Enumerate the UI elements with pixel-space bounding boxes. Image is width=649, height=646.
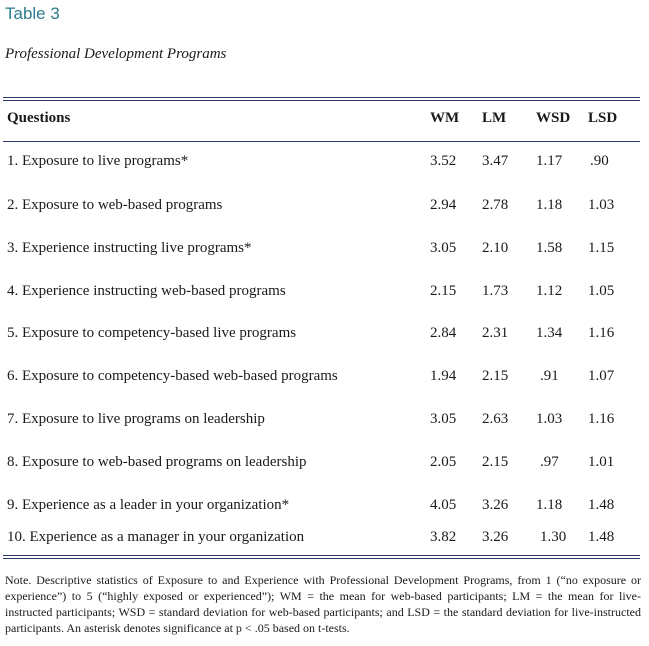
- table-row: 7. Exposure to live programs on leadersh…: [0, 411, 649, 433]
- lsd-cell: 1.16: [588, 411, 615, 427]
- wm-cell: 2.84: [430, 325, 457, 341]
- question-cell: 9. Experience as a leader in your organi…: [7, 497, 290, 513]
- lsd-cell: 1.05: [588, 283, 615, 299]
- wsd-cell: 1.12: [536, 283, 563, 299]
- table-label: Table 3: [5, 4, 60, 23]
- question-cell: 4. Experience instructing web-based prog…: [7, 283, 286, 299]
- wsd-cell: 1.18: [536, 197, 563, 213]
- table-row: 10. Experience as a manager in your orga…: [0, 529, 649, 551]
- bottom-rule: [3, 555, 640, 559]
- wsd-cell: 1.03: [536, 411, 563, 427]
- table-row: 9. Experience as a leader in your organi…: [0, 497, 649, 519]
- lm-cell: 2.31: [482, 325, 509, 341]
- lm-cell: 3.26: [482, 529, 509, 545]
- wm-cell: 2.05: [430, 454, 457, 470]
- lm-cell: 2.10: [482, 240, 509, 256]
- table-row: 3. Experience instructing live programs*…: [0, 240, 649, 262]
- wsd-cell: 1.18: [536, 497, 563, 513]
- question-cell: 5. Exposure to competency-based live pro…: [7, 325, 297, 341]
- wsd-cell: .91: [540, 368, 559, 384]
- lm-cell: 2.63: [482, 411, 509, 427]
- wsd-cell: 1.58: [536, 240, 563, 256]
- table-row: 1. Exposure to live programs* 3.52 3.47 …: [0, 153, 649, 175]
- wsd-cell: 1.30: [540, 529, 567, 545]
- header-lm: LM: [482, 110, 507, 126]
- header-wsd: WSD: [536, 110, 571, 126]
- table-note: Note. Descriptive statistics of Exposure…: [5, 573, 641, 635]
- table-header: Questions WM LM WSD LSD: [0, 110, 649, 132]
- wm-cell: 4.05: [430, 497, 457, 513]
- lm-cell: 3.47: [482, 153, 509, 169]
- wsd-cell: 1.17: [536, 153, 563, 169]
- wm-cell: 2.15: [430, 283, 457, 299]
- lm-cell: 3.26: [482, 497, 509, 513]
- table-title: Professional Development Programs: [5, 46, 227, 62]
- wm-cell: 2.94: [430, 197, 457, 213]
- lsd-cell: 1.01: [588, 454, 615, 470]
- table-row: 2. Exposure to web-based programs 2.94 2…: [0, 197, 649, 219]
- lm-cell: 2.15: [482, 368, 509, 384]
- wm-cell: 3.05: [430, 240, 457, 256]
- lsd-cell: 1.03: [588, 197, 615, 213]
- question-cell: 10. Experience as a manager in your orga…: [7, 529, 305, 545]
- table-row: 5. Exposure to competency-based live pro…: [0, 325, 649, 347]
- question-cell: 3. Experience instructing live programs*: [7, 240, 252, 256]
- question-cell: 6. Exposure to competency-based web-base…: [7, 368, 338, 384]
- lsd-cell: 1.16: [588, 325, 615, 341]
- table-row: 8. Exposure to web-based programs on lea…: [0, 454, 649, 476]
- wsd-cell: 1.34: [536, 325, 563, 341]
- top-rule: [3, 97, 640, 101]
- question-cell: 8. Exposure to web-based programs on lea…: [7, 454, 307, 470]
- lsd-cell: 1.48: [588, 497, 615, 513]
- header-rule: [3, 141, 640, 142]
- header-wm: WM: [430, 110, 460, 126]
- wm-cell: 3.52: [430, 153, 457, 169]
- lm-cell: 1.73: [482, 283, 509, 299]
- wsd-cell: .97: [540, 454, 559, 470]
- table-row: 4. Experience instructing web-based prog…: [0, 283, 649, 305]
- wm-cell: 1.94: [430, 368, 457, 384]
- lsd-cell: 1.15: [588, 240, 615, 256]
- lsd-cell: .90: [590, 153, 609, 169]
- lm-cell: 2.15: [482, 454, 509, 470]
- question-cell: 7. Exposure to live programs on leadersh…: [7, 411, 265, 427]
- question-cell: 1. Exposure to live programs*: [7, 153, 189, 169]
- header-lsd: LSD: [588, 110, 618, 126]
- lsd-cell: 1.07: [588, 368, 615, 384]
- wm-cell: 3.82: [430, 529, 457, 545]
- lsd-cell: 1.48: [588, 529, 615, 545]
- table-row: 6. Exposure to competency-based web-base…: [0, 368, 649, 390]
- wm-cell: 3.05: [430, 411, 457, 427]
- lm-cell: 2.78: [482, 197, 509, 213]
- question-cell: 2. Exposure to web-based programs: [7, 197, 223, 213]
- header-questions: Questions: [7, 110, 71, 126]
